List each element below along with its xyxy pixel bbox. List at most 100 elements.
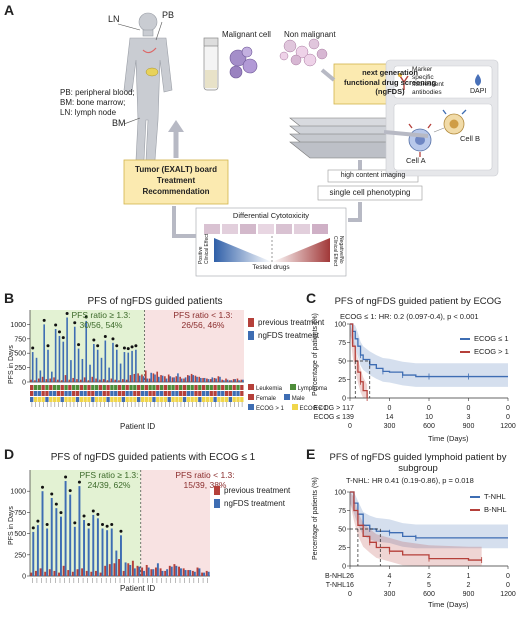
bar-previous: [175, 376, 178, 382]
risk-row-label: ECOG > 1: [314, 405, 347, 412]
annotation-cell: [140, 391, 145, 396]
risk-count: 0: [506, 582, 510, 589]
swatch-female: [248, 394, 254, 400]
bar-previous: [72, 377, 74, 382]
bar-previous: [34, 380, 36, 382]
pb-label: PB: [162, 10, 175, 20]
title-line: subgroup: [398, 463, 438, 474]
risk-count: 0: [506, 414, 510, 421]
bar-ngfds: [62, 341, 65, 382]
annotation-cell: [72, 397, 76, 402]
bar-previous: [118, 380, 120, 382]
ongoing-marker: [54, 323, 58, 327]
bar-previous: [87, 380, 90, 382]
bar-ngfds: [177, 373, 179, 382]
bar-previous: [48, 569, 51, 576]
annotation-cell: [175, 397, 179, 402]
bar-previous: [53, 570, 56, 576]
bar-ngfds: [158, 376, 160, 382]
x-tick-label: 0: [348, 423, 352, 430]
legend-line-b-nhl: [470, 509, 480, 512]
bar-ngfds: [106, 530, 109, 576]
bar-ngfds: [123, 352, 126, 382]
bar-ngfds: [198, 568, 201, 576]
bar-ngfds: [100, 357, 103, 382]
annotation-cell: [33, 391, 38, 396]
antibodies-line: specific: [412, 73, 434, 81]
bar-previous: [68, 379, 71, 382]
site-legend-line: BM: bone marrow;: [60, 98, 126, 107]
risk-count: 0: [388, 405, 392, 412]
bar-previous: [145, 564, 148, 576]
annotation-cell: [110, 397, 114, 402]
positive-effect-label: Positive Clinical Effect: [198, 234, 210, 264]
y-tick-label: 750: [14, 510, 26, 517]
annotation-cell: [56, 397, 61, 402]
y-tick-label: 750: [14, 336, 26, 343]
malignant-cells-icon: [229, 46, 258, 79]
annotation-cell: [94, 397, 99, 402]
bar-previous: [81, 568, 84, 576]
annotation-cell: [232, 397, 236, 402]
risk-row-label: T-NHL: [326, 582, 346, 589]
risk-count: 0: [506, 405, 510, 412]
swatch-lymphoma: [289, 384, 296, 390]
annotation-cell: [114, 397, 118, 402]
annotation-cell: [83, 385, 87, 390]
ongoing-marker: [77, 343, 81, 347]
annotation-cell: [117, 385, 122, 390]
legend-label: B-NHL: [484, 505, 507, 514]
bar-ngfds: [143, 570, 146, 576]
annotation-cell: [37, 385, 41, 390]
ongoing-marker: [73, 321, 77, 325]
panel-letter-b: B: [4, 290, 15, 306]
bar-ngfds: [31, 352, 34, 382]
board-line: Recommendation: [142, 187, 210, 196]
annotation-cell: [201, 385, 206, 390]
bar-ngfds: [150, 372, 152, 382]
annotation-cell: [152, 385, 156, 390]
annotation-cell: [148, 391, 152, 396]
non-malignant-label: Non malignant: [284, 30, 336, 39]
positive-line: Clinical Effect: [204, 233, 210, 264]
bar-previous: [108, 564, 111, 576]
bar-ngfds: [41, 491, 44, 576]
ongoing-marker: [134, 344, 138, 348]
annotation-cell: [186, 397, 190, 402]
bar-previous: [79, 379, 82, 382]
annotation-cell: [52, 397, 57, 402]
x-tick-label: 900: [463, 591, 475, 598]
bar-previous: [186, 375, 189, 382]
bar-ngfds: [96, 518, 99, 576]
bar-ngfds: [66, 317, 68, 382]
tested-drugs-label: Tested drugs: [252, 264, 290, 271]
annotation-cell: [79, 391, 83, 396]
risk-row-label: ECOG ≤ 1: [314, 414, 346, 421]
bar-previous: [190, 373, 193, 382]
bar-previous: [30, 379, 32, 382]
panel-c-legend: ECOG ≤ 1 ECOG > 1: [460, 332, 514, 358]
ongoing-marker: [68, 489, 72, 493]
panel-e-xlabel: Time (Days): [428, 600, 469, 609]
annotation-cell: [133, 385, 137, 390]
y-tick-label: 50: [338, 527, 346, 534]
bar-ngfds: [161, 375, 164, 382]
legend-label: previous treatment: [258, 318, 325, 327]
annotation-cell: [60, 391, 64, 396]
risk-row-label: B-NHL: [325, 573, 346, 580]
annotation-cell: [37, 391, 41, 396]
bar-ngfds: [180, 568, 182, 576]
bar-previous: [99, 379, 101, 382]
panel-letter-c: C: [306, 290, 317, 306]
legend-swatch-ngfds: [214, 499, 220, 509]
antibodies-line: antibodies: [412, 88, 442, 96]
bar-previous: [183, 378, 185, 382]
bar-previous: [209, 379, 212, 382]
bar-previous: [83, 377, 86, 382]
risk-count: 7: [388, 582, 392, 589]
annotation-cell: [213, 385, 217, 390]
panel-c-title: PFS of ngFDS guided patient by ECOG: [334, 296, 502, 307]
panel-b-ratio-low: PFS ratio < 1.3: 26/56, 46%: [160, 310, 246, 330]
bar-previous: [122, 379, 124, 382]
legend-item-t-nhl: T-NHL: [470, 490, 516, 503]
